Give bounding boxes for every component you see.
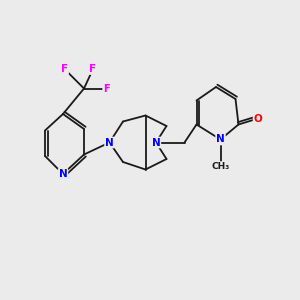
Text: N: N [216,134,225,145]
Text: F: F [103,83,110,94]
Text: F: F [89,64,97,74]
Text: N: N [105,137,114,148]
Text: N: N [152,137,160,148]
Text: N: N [58,169,68,179]
Text: O: O [254,113,262,124]
Text: CH₃: CH₃ [212,162,230,171]
Text: F: F [61,64,68,74]
